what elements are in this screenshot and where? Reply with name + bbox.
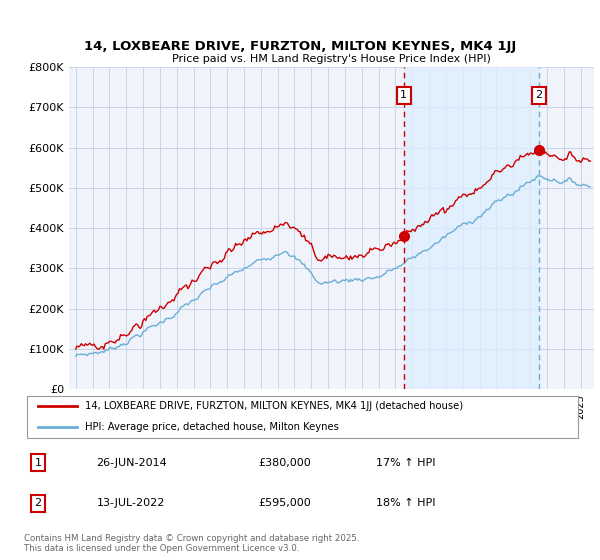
FancyBboxPatch shape	[27, 395, 578, 438]
Bar	[404, 67, 539, 389]
Text: 2: 2	[34, 498, 41, 508]
Text: 14, LOXBEARE DRIVE, FURZTON, MILTON KEYNES, MK4 1JJ (detached house): 14, LOXBEARE DRIVE, FURZTON, MILTON KEYN…	[85, 401, 464, 411]
Text: 17% ↑ HPI: 17% ↑ HPI	[376, 458, 435, 468]
Text: 26-JUN-2014: 26-JUN-2014	[97, 458, 167, 468]
Text: 14, LOXBEARE DRIVE, FURZTON, MILTON KEYNES, MK4 1JJ: 14, LOXBEARE DRIVE, FURZTON, MILTON KEYN…	[84, 40, 516, 53]
Text: £595,000: £595,000	[259, 498, 311, 508]
Title: Price paid vs. HM Land Registry's House Price Index (HPI): Price paid vs. HM Land Registry's House …	[172, 54, 491, 64]
Text: 13-JUL-2022: 13-JUL-2022	[97, 498, 165, 508]
Text: 18% ↑ HPI: 18% ↑ HPI	[376, 498, 435, 508]
Text: HPI: Average price, detached house, Milton Keynes: HPI: Average price, detached house, Milt…	[85, 422, 339, 432]
Text: 1: 1	[400, 90, 407, 100]
Text: £380,000: £380,000	[259, 458, 311, 468]
Text: 1: 1	[34, 458, 41, 468]
Text: 2: 2	[536, 90, 543, 100]
Text: Contains HM Land Registry data © Crown copyright and database right 2025.
This d: Contains HM Land Registry data © Crown c…	[24, 534, 359, 553]
